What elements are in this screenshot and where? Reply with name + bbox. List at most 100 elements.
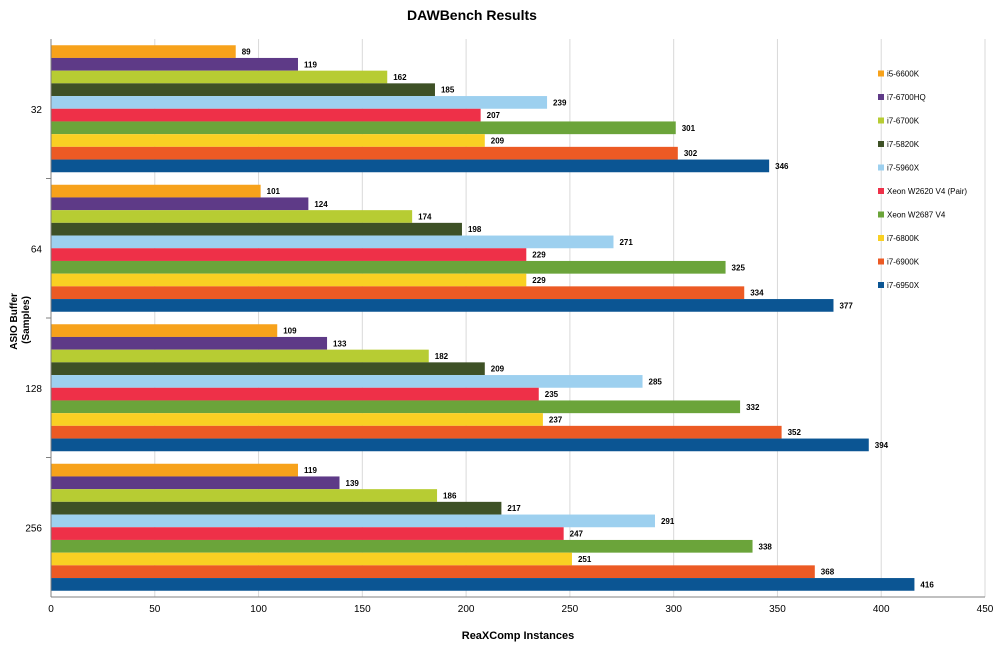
bar (51, 578, 915, 591)
legend-swatch (878, 94, 884, 100)
bars (51, 45, 915, 591)
chart-title: DAWBench Results (407, 7, 537, 23)
bar (51, 286, 745, 300)
data-label: 334 (750, 289, 764, 298)
data-labels: 89 119 162 185 239 207 301 209 302 346 101 124 174 19… (242, 48, 935, 590)
data-label: 237 (549, 416, 563, 425)
x-axis-title: ReaXComp Instances (462, 630, 574, 642)
bar (51, 222, 462, 236)
y-axis-title-line-1: ASIO Buffer (9, 293, 20, 350)
bar (51, 476, 340, 490)
data-label: 229 (532, 276, 546, 285)
bar (51, 349, 429, 363)
legend-swatch (878, 188, 884, 194)
data-label: 302 (684, 149, 698, 158)
bar (51, 260, 726, 274)
bar (51, 70, 388, 84)
y-category-label: 256 (25, 523, 42, 534)
data-label: 291 (661, 517, 675, 526)
data-label: 198 (468, 225, 482, 234)
bar (51, 146, 678, 160)
data-label: 217 (507, 504, 521, 513)
data-label: 239 (553, 98, 567, 107)
data-label: 229 (532, 251, 546, 260)
bar (51, 273, 527, 287)
x-tick-label: 350 (769, 604, 786, 615)
data-label: 186 (443, 492, 457, 501)
x-tick-label: 400 (873, 604, 890, 615)
data-label: 271 (619, 238, 633, 247)
legend-label: i7-5960X (887, 164, 920, 173)
bar (51, 235, 614, 249)
legend: i5-6600K i7-6700HQ i7-6700K i7-5820K i7-5960… (878, 70, 967, 290)
data-label: 89 (242, 48, 251, 57)
bar (51, 210, 413, 223)
y-category-label: 64 (31, 244, 43, 255)
bar (51, 539, 753, 553)
data-label: 209 (491, 137, 505, 146)
bar (51, 57, 298, 71)
legend-swatch (878, 258, 884, 265)
data-label: 124 (314, 200, 328, 209)
legend-label: Xeon W2687 V4 (887, 211, 946, 220)
bar (51, 336, 328, 350)
data-label: 332 (746, 403, 760, 412)
bar (51, 425, 782, 439)
legend-label: i5-6600K (887, 70, 920, 79)
data-label: 325 (732, 263, 746, 272)
data-label: 133 (333, 339, 347, 348)
legend-swatch (878, 164, 884, 171)
data-label: 346 (775, 162, 789, 171)
x-tick-label: 300 (665, 604, 682, 615)
legend-label: i7-5820K (887, 140, 920, 149)
legend-swatch (878, 117, 884, 124)
legend-label: i7-6950X (887, 281, 920, 290)
data-label: 139 (346, 479, 360, 488)
y-axis-title-line-2: (Samples) (21, 296, 32, 344)
legend-label: i7-6700K (887, 117, 920, 126)
legend-label: Xeon W2620 V4 (Pair) (887, 187, 967, 196)
bar (51, 400, 741, 414)
y-category-label: 32 (31, 105, 43, 116)
bar (51, 108, 481, 122)
bar (51, 197, 309, 211)
data-label: 377 (839, 301, 853, 310)
bar (51, 248, 527, 261)
bar (51, 514, 655, 528)
data-label: 247 (570, 530, 584, 539)
bar (51, 413, 543, 426)
x-tick-label: 450 (977, 604, 994, 615)
bar (51, 45, 236, 58)
x-tick-label: 50 (149, 604, 161, 615)
bar (51, 324, 278, 337)
data-label: 109 (283, 327, 297, 336)
bar (51, 438, 869, 452)
y-axis-title: ASIO Buffer (Samples) (9, 290, 32, 349)
data-label: 101 (267, 187, 281, 196)
data-label: 368 (821, 568, 835, 577)
data-label: 119 (304, 466, 317, 475)
y-category-label: 128 (25, 384, 42, 395)
bar (51, 565, 815, 579)
bar (51, 134, 485, 147)
bar (51, 552, 572, 566)
data-label: 174 (418, 213, 432, 222)
bar (51, 375, 643, 388)
bar (51, 159, 770, 173)
bar (51, 463, 298, 477)
data-label: 338 (759, 542, 773, 551)
bar (51, 362, 485, 376)
bar (51, 83, 435, 97)
bar (51, 184, 261, 198)
data-label: 251 (578, 555, 592, 564)
data-label: 352 (788, 428, 802, 437)
legend-swatch (878, 235, 884, 241)
data-label: 185 (441, 86, 455, 95)
data-label: 162 (393, 73, 407, 82)
bar (51, 489, 438, 502)
x-tick-label: 200 (458, 604, 475, 615)
x-tick-label: 100 (250, 604, 267, 615)
legend-swatch (878, 282, 884, 288)
